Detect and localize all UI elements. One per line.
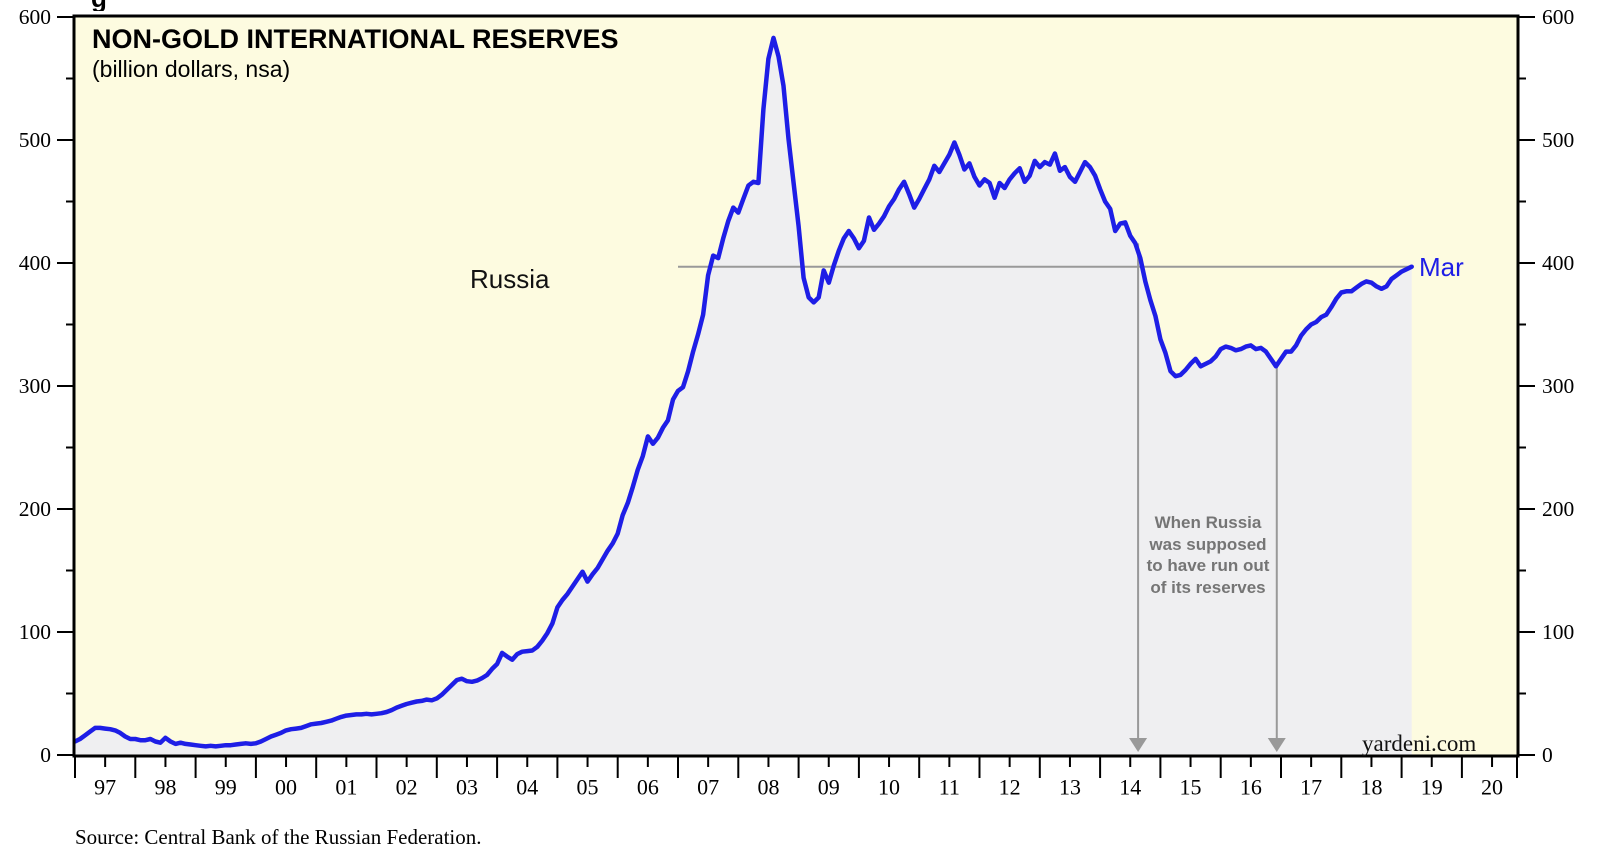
svg-text:00: 00 bbox=[275, 775, 297, 800]
svg-text:02: 02 bbox=[396, 775, 418, 800]
svg-text:98: 98 bbox=[154, 775, 176, 800]
svg-text:0: 0 bbox=[40, 743, 51, 767]
svg-text:97: 97 bbox=[94, 775, 116, 800]
svg-text:100: 100 bbox=[1542, 620, 1574, 644]
svg-text:11: 11 bbox=[939, 775, 960, 800]
svg-text:08: 08 bbox=[757, 775, 779, 800]
svg-text:04: 04 bbox=[516, 775, 538, 800]
svg-text:15: 15 bbox=[1180, 775, 1202, 800]
svg-text:20: 20 bbox=[1481, 775, 1503, 800]
svg-text:05: 05 bbox=[577, 775, 599, 800]
annotation-line: to have run out bbox=[1146, 556, 1270, 575]
annotation-line: was supposed bbox=[1149, 534, 1267, 554]
svg-text:400: 400 bbox=[19, 251, 51, 275]
end-point-label: Mar bbox=[1419, 252, 1464, 282]
svg-text:06: 06 bbox=[637, 775, 659, 800]
svg-text:18: 18 bbox=[1360, 775, 1382, 800]
svg-text:600: 600 bbox=[19, 5, 51, 29]
svg-text:300: 300 bbox=[19, 374, 51, 398]
series-label: Russia bbox=[470, 264, 550, 294]
watermark-yardeni: yardeni.com bbox=[1362, 731, 1477, 756]
svg-text:01: 01 bbox=[335, 775, 357, 800]
source-note: Source: Central Bank of the Russian Fede… bbox=[75, 825, 482, 849]
svg-text:17: 17 bbox=[1300, 775, 1322, 800]
svg-text:09: 09 bbox=[818, 775, 840, 800]
svg-text:16: 16 bbox=[1240, 775, 1262, 800]
svg-text:300: 300 bbox=[1542, 374, 1574, 398]
cropped-figure-heading: g bbox=[91, 0, 113, 11]
svg-text:19: 19 bbox=[1421, 775, 1443, 800]
svg-text:200: 200 bbox=[1542, 497, 1574, 521]
svg-text:03: 03 bbox=[456, 775, 478, 800]
svg-text:13: 13 bbox=[1059, 775, 1081, 800]
chart-title: NON-GOLD INTERNATIONAL RESERVES bbox=[92, 24, 619, 54]
annotation-text: When Russia was supposed to have run out… bbox=[1140, 512, 1276, 598]
svg-text:07: 07 bbox=[697, 775, 719, 800]
chart-subtitle: (billion dollars, nsa) bbox=[92, 56, 291, 82]
annotation-line: of its reserves bbox=[1150, 577, 1266, 597]
svg-text:500: 500 bbox=[19, 128, 51, 152]
svg-text:10: 10 bbox=[878, 775, 900, 800]
svg-text:99: 99 bbox=[215, 775, 237, 800]
svg-text:600: 600 bbox=[1542, 5, 1574, 29]
svg-text:200: 200 bbox=[19, 497, 51, 521]
svg-text:500: 500 bbox=[1542, 128, 1574, 152]
svg-text:100: 100 bbox=[19, 620, 51, 644]
annotation-line: When Russia bbox=[1154, 513, 1262, 532]
svg-text:12: 12 bbox=[999, 775, 1021, 800]
svg-text:0: 0 bbox=[1542, 743, 1553, 767]
svg-text:14: 14 bbox=[1119, 775, 1141, 800]
svg-text:400: 400 bbox=[1542, 251, 1574, 275]
